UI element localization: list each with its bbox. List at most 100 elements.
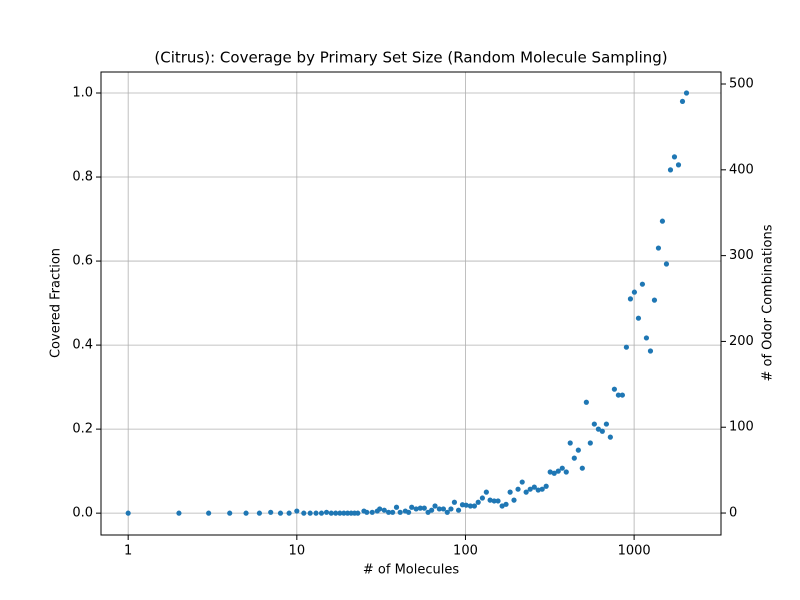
point (369, 509, 375, 515)
point (559, 465, 565, 471)
point (491, 498, 497, 504)
point (567, 440, 573, 446)
y-tick-label: 1.0 (72, 86, 93, 101)
point (475, 499, 481, 505)
point (679, 98, 686, 105)
point (675, 162, 682, 168)
point (421, 505, 427, 511)
y2-tick-label: 300 (729, 248, 754, 263)
point (364, 509, 370, 515)
point (294, 508, 300, 514)
point (543, 483, 549, 489)
point (619, 392, 625, 398)
point (667, 167, 674, 173)
point (323, 509, 330, 515)
point (539, 486, 545, 492)
x-tick-label: 1000 (618, 544, 651, 559)
point (125, 510, 131, 516)
plot-frame (100, 71, 722, 536)
point (436, 506, 442, 512)
point (397, 509, 403, 515)
point (344, 510, 351, 516)
x-tick-label: 10 (289, 544, 306, 559)
y-tick-label: 0.8 (72, 170, 93, 185)
y2-tick-label: 0 (729, 506, 737, 521)
point (268, 509, 274, 515)
point (381, 507, 387, 513)
point (683, 90, 690, 96)
point (377, 506, 383, 512)
y2-tick-label: 100 (729, 420, 754, 435)
point (515, 486, 521, 492)
point (555, 468, 561, 474)
point (587, 440, 593, 446)
point (571, 455, 577, 461)
point (243, 510, 249, 516)
point (393, 504, 400, 510)
x-axis-label: # of Molecules (363, 563, 459, 578)
y-tick-label: 0.0 (72, 506, 93, 521)
point (206, 510, 212, 516)
point (519, 479, 525, 485)
point (575, 447, 581, 453)
point (663, 261, 670, 267)
y2-axis-label: # of Odor Combinations (761, 224, 776, 381)
point (479, 495, 485, 501)
point (390, 509, 396, 515)
x-tick-label: 1 (124, 544, 132, 559)
point (599, 428, 605, 434)
point (623, 344, 629, 350)
y2-tick-label: 400 (729, 162, 754, 177)
point (432, 503, 438, 509)
y-axis-label: Covered Fraction (49, 248, 64, 358)
point (655, 245, 662, 251)
point (487, 497, 493, 503)
point (563, 469, 569, 475)
point (307, 510, 313, 516)
y-tick-label: 0.2 (72, 422, 93, 437)
point (647, 348, 654, 354)
point (611, 386, 617, 392)
point (523, 489, 529, 495)
point (256, 510, 263, 516)
point (448, 506, 454, 512)
point (385, 509, 392, 515)
point (499, 503, 505, 509)
point (659, 218, 666, 224)
point (313, 510, 319, 516)
point (429, 507, 435, 513)
point (579, 465, 585, 471)
point (483, 489, 489, 495)
point (328, 510, 334, 516)
point (531, 484, 537, 490)
point (286, 510, 292, 516)
point (455, 507, 462, 513)
point (615, 392, 622, 398)
point (463, 502, 469, 508)
point (547, 469, 553, 475)
point (551, 470, 557, 476)
point (603, 421, 610, 427)
point (451, 499, 458, 505)
point (318, 510, 325, 516)
point (341, 510, 347, 516)
y2-tick-label: 500 (729, 77, 754, 92)
point (591, 421, 597, 427)
y-tick-label: 0.4 (72, 338, 93, 353)
point (635, 315, 642, 321)
point (607, 434, 613, 440)
point (355, 510, 361, 516)
point (409, 504, 415, 510)
point (535, 487, 541, 493)
point (413, 506, 419, 512)
point (643, 335, 650, 341)
point (176, 510, 182, 516)
point (337, 510, 343, 516)
point (671, 154, 678, 160)
point (527, 486, 533, 492)
point (440, 506, 447, 512)
point (651, 297, 658, 303)
point (631, 289, 638, 295)
y-tick-label: 0.6 (72, 254, 93, 269)
